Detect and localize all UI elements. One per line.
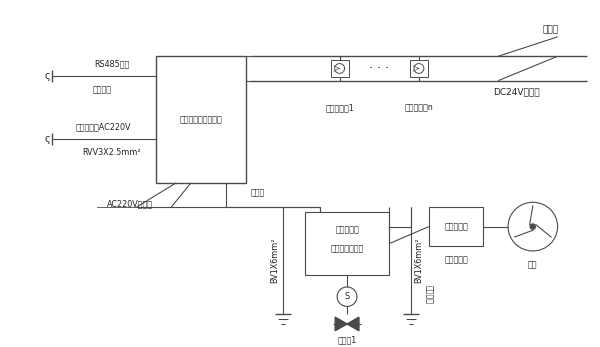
Text: 风机联动盒: 风机联动盒 <box>444 255 468 264</box>
Text: 电磁阀1: 电磁阀1 <box>337 335 356 344</box>
Text: 室外接地: 室外接地 <box>424 285 433 304</box>
Bar <box>331 60 349 77</box>
Text: · · ·: · · · <box>369 62 389 75</box>
Text: （预留）: （预留） <box>92 85 112 94</box>
Polygon shape <box>335 317 347 331</box>
Bar <box>429 207 483 246</box>
Text: 信号线: 信号线 <box>250 188 265 197</box>
Text: S: S <box>344 292 350 301</box>
Text: ς: ς <box>44 134 50 144</box>
Bar <box>305 212 389 275</box>
Bar <box>410 60 428 77</box>
Text: 至消防电源AC220V: 至消防电源AC220V <box>76 122 131 131</box>
Text: RVV3X2.5mm²: RVV3X2.5mm² <box>82 148 140 157</box>
Text: （含通信模块）: （含通信模块） <box>331 245 364 254</box>
Bar <box>157 56 245 183</box>
Text: 风机: 风机 <box>528 260 538 269</box>
Text: 风机联动盒: 风机联动盒 <box>444 222 468 231</box>
Circle shape <box>530 224 536 230</box>
Polygon shape <box>347 317 359 331</box>
Text: BV1X6mm²: BV1X6mm² <box>415 238 424 283</box>
Text: RS485接口: RS485接口 <box>94 60 130 69</box>
Text: 探测报警器1: 探测报警器1 <box>325 103 354 112</box>
Text: BV1X6mm²: BV1X6mm² <box>271 238 280 283</box>
Text: ς: ς <box>44 71 50 81</box>
Text: 电磁联动箱: 电磁联动箱 <box>335 225 359 234</box>
Text: DC24V电源线: DC24V电源线 <box>493 88 540 97</box>
Text: 信号线: 信号线 <box>543 26 559 35</box>
Text: AC220V电源线: AC220V电源线 <box>107 200 154 209</box>
Text: 可燃气体报警控制器: 可燃气体报警控制器 <box>179 115 223 124</box>
Text: 探测报警器n: 探测报警器n <box>404 103 433 112</box>
